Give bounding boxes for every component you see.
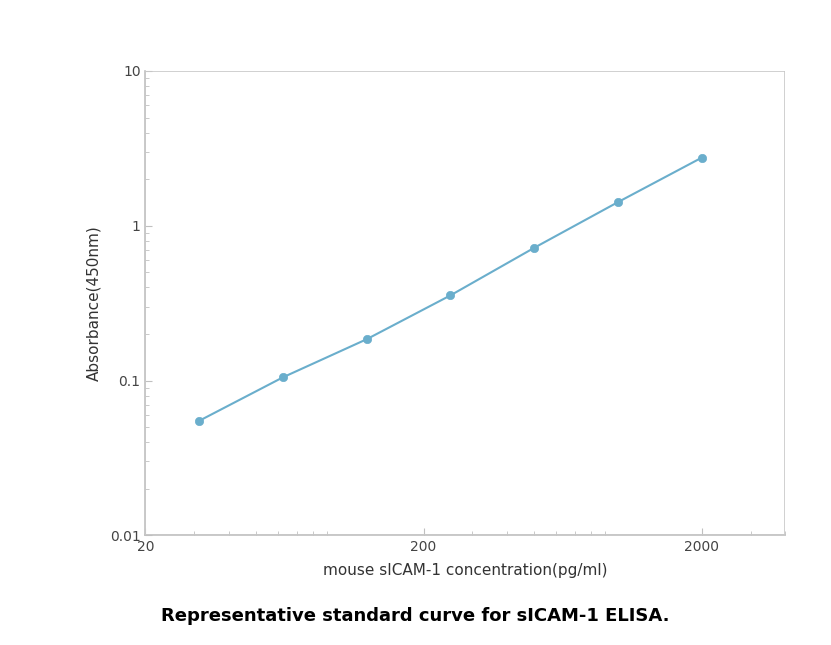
- Bar: [145, 71, 785, 535]
- Y-axis label: Absorbance(450nm): Absorbance(450nm): [86, 225, 101, 381]
- X-axis label: mouse sICAM-1 concentration(pg/ml): mouse sICAM-1 concentration(pg/ml): [323, 562, 607, 577]
- Text: Representative standard curve for sICAM-1 ELISA.: Representative standard curve for sICAM-…: [161, 607, 670, 625]
